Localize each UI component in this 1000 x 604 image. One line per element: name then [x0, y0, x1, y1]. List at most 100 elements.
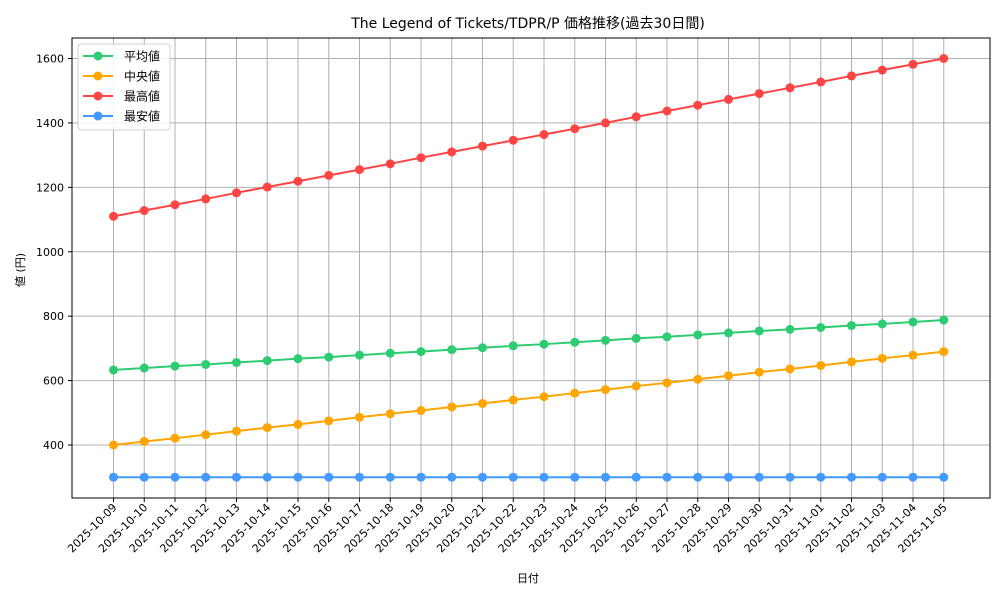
legend-box: [77, 43, 171, 131]
data-point: [385, 159, 395, 169]
data-point: [508, 472, 518, 482]
data-point: [847, 357, 856, 367]
data-point: [847, 321, 856, 331]
data-point: [693, 100, 703, 110]
y-tick-label: 800: [43, 310, 64, 323]
data-point: [724, 371, 733, 381]
data-point: [908, 59, 918, 69]
legend-label: 最安値: [124, 109, 160, 124]
data-point: [785, 324, 795, 334]
data-point: [631, 112, 641, 122]
data-point: [416, 347, 426, 357]
data-point: [416, 472, 426, 482]
data-point: [601, 385, 610, 395]
y-tick-label: 1600: [36, 53, 64, 66]
series-line: [113, 350, 944, 446]
data-point: [293, 472, 303, 482]
data-point: [293, 419, 303, 429]
data-point: [539, 472, 549, 482]
data-point: [693, 374, 703, 384]
data-point: [693, 330, 703, 340]
data-point: [170, 433, 180, 443]
y-tick-label: 1000: [36, 246, 64, 259]
data-point: [109, 440, 118, 450]
data-point: [385, 409, 395, 419]
data-point: [324, 170, 334, 180]
y-tick-label: 1400: [36, 117, 64, 130]
data-point: [109, 211, 118, 221]
data-point: [201, 194, 211, 204]
data-point: [785, 364, 795, 374]
data-point: [201, 472, 211, 482]
data-point: [355, 472, 364, 482]
x-axis-ticks: 2025-10-092025-10-102025-10-112025-10-12…: [65, 498, 950, 555]
legend-label: 平均値: [124, 49, 160, 64]
data-point: [785, 83, 795, 93]
data-point: [877, 472, 887, 482]
data-point: [293, 354, 303, 364]
legend-marker-icon: [93, 111, 103, 121]
data-point: [139, 436, 149, 446]
legend-marker-icon: [93, 71, 103, 81]
legend-item: 平均値: [83, 49, 160, 64]
legend-item: 最高値: [83, 89, 160, 104]
data-point: [724, 472, 733, 482]
y-axis-label: 値 (円): [14, 253, 27, 287]
data-point: [262, 356, 272, 366]
series-line: [113, 57, 944, 218]
data-point: [232, 188, 241, 198]
data-point: [693, 472, 703, 482]
data-point: [877, 65, 887, 75]
data-point: [939, 54, 949, 63]
data-point: [816, 77, 826, 87]
data-point: [416, 406, 426, 416]
data-point: [847, 71, 856, 81]
data-point: [539, 339, 549, 349]
data-point: [416, 153, 426, 163]
data-point: [570, 472, 580, 482]
data-point: [385, 472, 395, 482]
data-point: [232, 358, 241, 368]
data-point: [601, 335, 610, 345]
legend-label: 中央値: [124, 69, 160, 84]
data-point: [478, 472, 487, 482]
data-point: [754, 326, 764, 336]
data-point: [170, 200, 180, 210]
data-point: [109, 472, 118, 482]
legend-label: 最高値: [124, 89, 160, 104]
data-point: [539, 130, 549, 140]
data-point: [262, 182, 272, 192]
data-point: [631, 472, 641, 482]
data-point: [262, 472, 272, 482]
data-point: [293, 176, 303, 186]
data-point: [631, 333, 641, 343]
data-point: [201, 359, 211, 369]
data-point: [232, 426, 241, 436]
data-point: [908, 317, 918, 327]
data-point: [570, 388, 580, 398]
data-point: [539, 392, 549, 402]
legend-marker-icon: [93, 51, 103, 61]
data-point: [508, 395, 518, 405]
y-tick-label: 600: [43, 375, 64, 388]
y-tick-label: 400: [43, 439, 64, 452]
data-point: [139, 206, 149, 216]
data-point: [385, 348, 395, 358]
legend-item: 中央値: [83, 69, 160, 84]
y-tick-label: 1200: [36, 181, 64, 194]
data-point: [109, 365, 118, 375]
data-point: [447, 147, 457, 157]
data-point: [631, 381, 641, 391]
data-point: [447, 345, 457, 355]
data-point: [662, 106, 672, 116]
legend-item: 最安値: [83, 109, 160, 124]
data-point: [262, 423, 272, 433]
data-point: [908, 472, 918, 482]
data-point: [908, 350, 918, 360]
series-0: [109, 315, 949, 375]
data-point: [139, 472, 149, 482]
data-point: [724, 94, 733, 104]
data-point: [754, 472, 764, 482]
series-1: [109, 347, 949, 450]
